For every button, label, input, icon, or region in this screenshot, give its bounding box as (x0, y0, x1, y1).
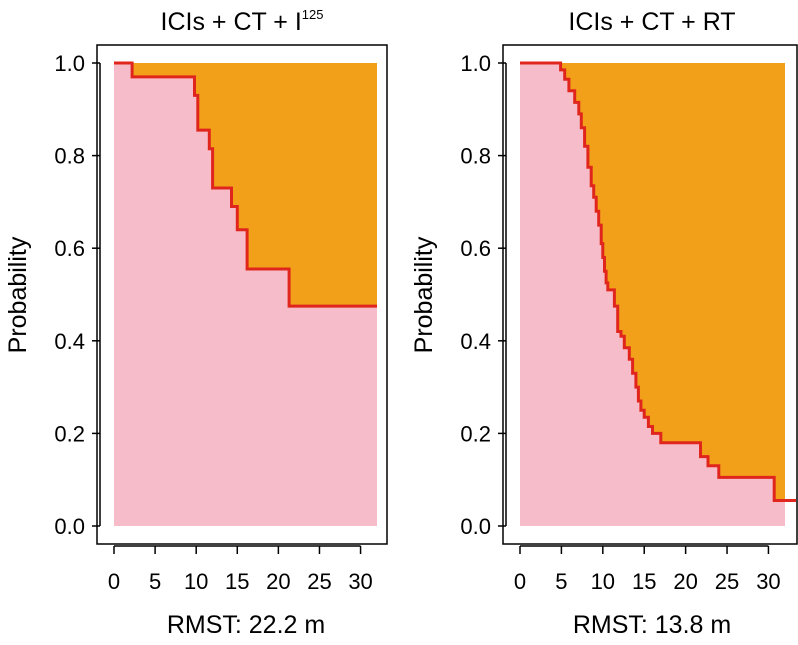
x-tick-label: 25 (715, 569, 739, 594)
title-text: ICIs + CT + RT (568, 8, 735, 36)
survival-curve (520, 61, 796, 502)
y-tick-label: 0.8 (54, 144, 85, 169)
x-tick-label: 10 (591, 569, 615, 594)
panel-right: 0.0 0.2 0.4 0.6 0.8 1.0 0 5 10 15 20 25 30 ICIs + C… (410, 8, 798, 639)
y-tick-label: 0.2 (460, 421, 491, 446)
x-axis: 0 5 10 15 20 25 30 (108, 545, 373, 594)
y-tick-label: 0.6 (460, 236, 491, 261)
y-tick-label: 0.4 (460, 329, 491, 354)
y-tick-label: 0.0 (54, 514, 85, 539)
chart-title: ICIs + CT + I125 (161, 7, 324, 36)
y-axis: 0.0 0.2 0.4 0.6 0.8 1.0 (54, 51, 101, 539)
y-axis-label: Probability (4, 236, 32, 353)
x-tick-label: 5 (149, 569, 161, 594)
y-tick-label: 0.6 (54, 236, 85, 261)
x-tick-label: 30 (348, 569, 372, 594)
title-superscript: 125 (302, 7, 324, 22)
y-axis: 0.0 0.2 0.4 0.6 0.8 1.0 (460, 51, 507, 539)
x-tick-label: 25 (307, 569, 331, 594)
panel-left: 0.0 0.2 0.4 0.6 0.8 1.0 0 5 10 15 20 25 30 ICIs + C… (4, 7, 388, 639)
x-tick-label: 5 (555, 569, 567, 594)
x-axis-label: RMST: 22.2 m (167, 611, 325, 639)
y-axis-label: Probability (410, 236, 438, 353)
x-tick-label: 15 (632, 569, 656, 594)
y-tick-label: 0.4 (54, 329, 85, 354)
y-tick-label: 0.2 (54, 421, 85, 446)
y-tick-label: 1.0 (54, 51, 85, 76)
below-curve-area (114, 63, 377, 526)
x-tick-label: 30 (756, 569, 780, 594)
x-tick-label: 20 (266, 569, 290, 594)
x-tick-label: 0 (514, 569, 526, 594)
x-tick-label: 15 (225, 569, 249, 594)
y-tick-label: 0.8 (460, 144, 491, 169)
x-axis-label: RMST: 13.8 m (573, 611, 731, 639)
x-axis: 0 5 10 15 20 25 30 (514, 545, 781, 594)
y-tick-label: 1.0 (460, 51, 491, 76)
survival-curve (114, 61, 377, 308)
x-tick-label: 10 (184, 569, 208, 594)
title-text: ICIs + CT + I (161, 8, 302, 36)
y-tick-label: 0.0 (460, 514, 491, 539)
x-tick-label: 0 (108, 569, 120, 594)
x-tick-label: 20 (673, 569, 697, 594)
below-curve-area (520, 63, 785, 526)
chart-title: ICIs + CT + RT (568, 8, 735, 36)
